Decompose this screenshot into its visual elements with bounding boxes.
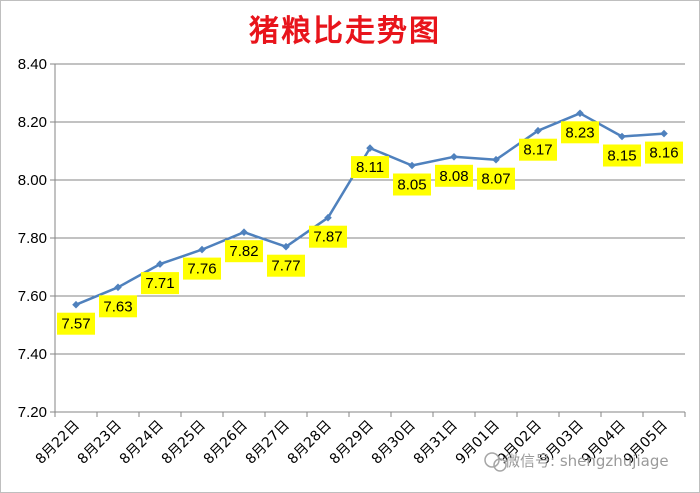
data-point [114,283,122,292]
y-tick-label: 7.40 [18,346,47,363]
data-label: 8.08 [439,168,468,185]
data-label: 7.57 [61,316,90,333]
x-tick-label: 8月29日 [327,418,377,468]
y-tick-label: 7.60 [18,288,47,305]
x-tick-label: 8月30日 [369,418,419,468]
data-point [366,144,374,152]
data-point [282,242,290,251]
x-tick-label: 8月31日 [411,418,461,468]
data-label: 8.16 [649,145,678,162]
data-label: 7.76 [187,261,216,278]
wechat-icon [484,452,507,472]
chart-title: 猪粮比走势图 [249,14,441,49]
data-label-background [267,254,305,277]
x-tick-label: 8月28日 [285,418,335,468]
data-label-background [183,257,221,280]
data-label-background [57,312,95,335]
data-point [324,213,332,222]
x-tick-label: 8月22日 [33,418,83,468]
data-point [450,153,458,161]
data-point [492,155,500,164]
y-tick-label: 8.20 [18,114,47,131]
data-label-background [225,240,263,263]
data-label-background [141,272,179,295]
data-label: 8.07 [481,171,510,188]
data-label: 8.05 [397,177,426,194]
data-label-background [645,141,683,164]
data-point [618,132,626,141]
y-tick-label: 8.00 [18,172,47,189]
x-tick-label: 8月24日 [117,418,167,468]
data-label: 7.77 [271,258,300,275]
data-label: 8.17 [523,142,552,159]
x-tick-label: 8月25日 [159,418,209,468]
data-label: 8.23 [565,124,594,141]
x-tick-label: 9月01日 [453,418,503,468]
data-point [156,260,164,268]
watermark-text: 微信号: shengzhujiage [505,452,669,470]
grid-lines [55,63,685,413]
watermark: 微信号: shengzhujiage [484,452,669,472]
x-tick-label: 8月23日 [75,418,125,468]
y-tick-label: 8.40 [18,56,47,73]
y-axis: 7.20 7.40 7.60 7.80 8.00 8.20 8.40 [18,56,56,421]
data-label: 7.63 [103,298,132,315]
data-label-group: 7.57 7.63 7.71 7.76 7.82 7.77 7.87 8.11 8.05 8.08… [57,121,683,335]
data-point [408,161,416,170]
data-label: 7.82 [229,243,258,260]
data-label-background [519,138,557,161]
x-tick-label: 8月27日 [243,418,293,468]
data-label-background [393,173,431,196]
data-point [576,109,584,118]
y-tick-label: 7.20 [18,404,47,421]
data-label-background [99,295,137,318]
data-point [72,300,80,309]
data-point [198,245,206,254]
data-label-background [435,164,473,187]
data-point [534,126,542,135]
data-label-background [561,121,599,144]
data-label: 8.15 [607,148,636,165]
data-label: 7.87 [313,229,342,246]
y-tick-label: 7.80 [18,230,47,247]
data-point [240,228,248,236]
data-label-background [603,144,641,167]
data-label-background [477,167,515,190]
data-label-background [351,156,389,179]
series-line-group [72,109,668,309]
data-label: 8.11 [356,159,384,176]
data-label-background [309,225,347,248]
data-label: 7.71 [145,275,174,292]
x-tick-label: 8月26日 [201,418,251,468]
data-point [660,129,668,138]
